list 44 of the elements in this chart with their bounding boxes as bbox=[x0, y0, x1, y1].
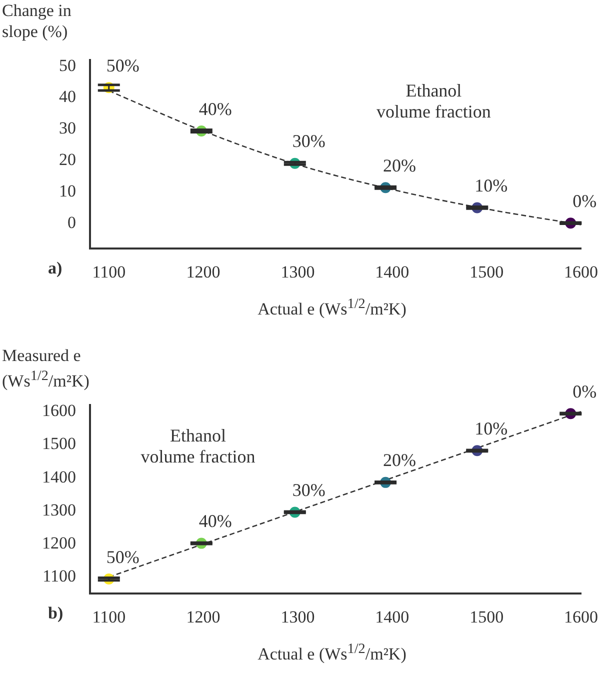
y-tick-label: 0 bbox=[68, 212, 76, 232]
y-tick-label: 30 bbox=[59, 118, 76, 138]
annotation: 10% bbox=[474, 418, 508, 438]
y-tick-label: 50 bbox=[59, 56, 76, 75]
x-tick-label: 1100 bbox=[92, 262, 126, 282]
y-tick-label: 1500 bbox=[42, 434, 76, 454]
x-tick-label: 1300 bbox=[280, 607, 315, 626]
annotation: Ethanol volume fraction bbox=[140, 425, 256, 466]
annotation: 50% bbox=[106, 546, 140, 567]
y-axis-title: Measured e (Ws$^{1/2}$/m²K) bbox=[2, 345, 90, 392]
x-axis-title: Actual e (Ws$^{1/2}$/m²K) bbox=[256, 641, 408, 665]
text: b) bbox=[48, 603, 64, 622]
y-tick-label: 1400 bbox=[42, 467, 76, 486]
y-axis-title: Change in slope (%) bbox=[2, 0, 72, 42]
x-tick-label: 1100 bbox=[92, 607, 126, 626]
x-axis-title: Actual e (Ws$^{1/2}$/m²K) bbox=[256, 296, 408, 320]
y-tick-label: 1100 bbox=[42, 566, 76, 586]
annotation: 50% bbox=[106, 55, 140, 76]
y-tick-label: 40 bbox=[59, 87, 76, 106]
y-tick-label: 1300 bbox=[42, 500, 76, 520]
annotation: 0% bbox=[572, 190, 597, 211]
x-tick-label: 1400 bbox=[375, 262, 410, 282]
y-tick-label: 10 bbox=[59, 181, 76, 200]
x-tick-label: 1400 bbox=[375, 607, 410, 626]
x-tick-label: 1500 bbox=[470, 607, 504, 626]
annotation: 20% bbox=[383, 450, 416, 470]
text: a) bbox=[48, 258, 62, 278]
annotation: 20% bbox=[383, 155, 416, 176]
annotation: 10% bbox=[474, 175, 508, 196]
y-tick-label: 1600 bbox=[42, 401, 76, 420]
x-tick-label: 1500 bbox=[470, 262, 504, 282]
x-tick-label: 1600 bbox=[564, 607, 598, 626]
y-tick-label: 1200 bbox=[42, 533, 76, 552]
annotation: 40% bbox=[198, 511, 232, 532]
y-tick-label: 20 bbox=[59, 150, 76, 170]
annotation: 30% bbox=[292, 480, 326, 500]
x-tick-label: 1600 bbox=[564, 262, 598, 282]
annotation: Ethanol volume fraction bbox=[376, 80, 491, 122]
x-tick-label: 1200 bbox=[186, 262, 220, 282]
annotation: 40% bbox=[198, 98, 232, 119]
x-tick-label: 1200 bbox=[186, 607, 220, 626]
x-tick-label: 1300 bbox=[280, 262, 315, 282]
annotation: 0% bbox=[572, 381, 597, 402]
annotation: 30% bbox=[292, 131, 326, 152]
